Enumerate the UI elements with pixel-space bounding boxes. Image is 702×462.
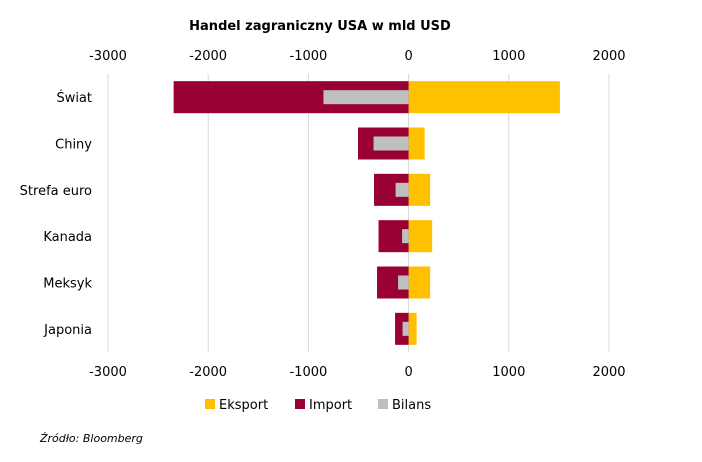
legend-label: Import — [309, 398, 352, 413]
category-label: Chiny — [55, 138, 92, 153]
legend-swatch — [378, 399, 388, 409]
bar-bilans — [402, 321, 409, 336]
bar-eksport — [408, 81, 560, 114]
legend-swatch — [205, 399, 215, 409]
tick-label-bottom: -3000 — [89, 365, 127, 380]
tick-label-bottom: 0 — [404, 365, 412, 380]
tick-label-bottom: -1000 — [290, 365, 328, 380]
bar-eksport — [408, 173, 431, 206]
bar-eksport — [408, 266, 431, 299]
category-label: Świat — [56, 90, 92, 106]
tick-label-top: 1000 — [492, 49, 525, 64]
bars — [173, 81, 560, 345]
tick-label-bottom: 2000 — [592, 365, 625, 380]
bar-bilans — [395, 182, 409, 197]
tick-label-top: 2000 — [592, 49, 625, 64]
tick-label-top: -3000 — [89, 49, 127, 64]
category-label: Japonia — [43, 323, 92, 338]
tick-label-top: 0 — [404, 49, 412, 64]
bar-bilans — [398, 275, 409, 290]
legend-label: Eksport — [219, 398, 268, 413]
category-labels: Świat Chiny Strefa euro Kanada Meksyk Japonia — [20, 90, 93, 338]
top-axis-ticks: -3000 -2000 -1000 0 1000 2000 — [89, 49, 625, 64]
tick-label-top: -2000 — [189, 49, 227, 64]
category-label: Meksyk — [43, 277, 92, 292]
category-label: Kanada — [43, 230, 92, 245]
bar-eksport — [408, 312, 417, 345]
legend: Eksport Import Bilans — [205, 398, 431, 413]
chart-title: Handel zagraniczny USA w mld USD — [189, 19, 451, 34]
bar-eksport — [408, 127, 425, 160]
legend-swatch — [295, 399, 305, 409]
gridlines — [107, 74, 610, 352]
legend-label: Bilans — [392, 398, 431, 413]
tick-label-bottom: -2000 — [189, 365, 227, 380]
tick-label-top: -1000 — [290, 49, 328, 64]
bar-import — [395, 312, 409, 345]
category-label: Strefa euro — [20, 184, 92, 199]
tick-label-bottom: 1000 — [492, 365, 525, 380]
bar-bilans — [402, 229, 409, 244]
source-note: Źródło: Bloomberg — [40, 432, 143, 445]
bar-bilans — [373, 136, 409, 151]
bar-bilans — [323, 90, 409, 105]
bottom-axis-ticks: -3000 -2000 -1000 0 1000 2000 — [89, 365, 625, 380]
bar-eksport — [408, 220, 433, 253]
